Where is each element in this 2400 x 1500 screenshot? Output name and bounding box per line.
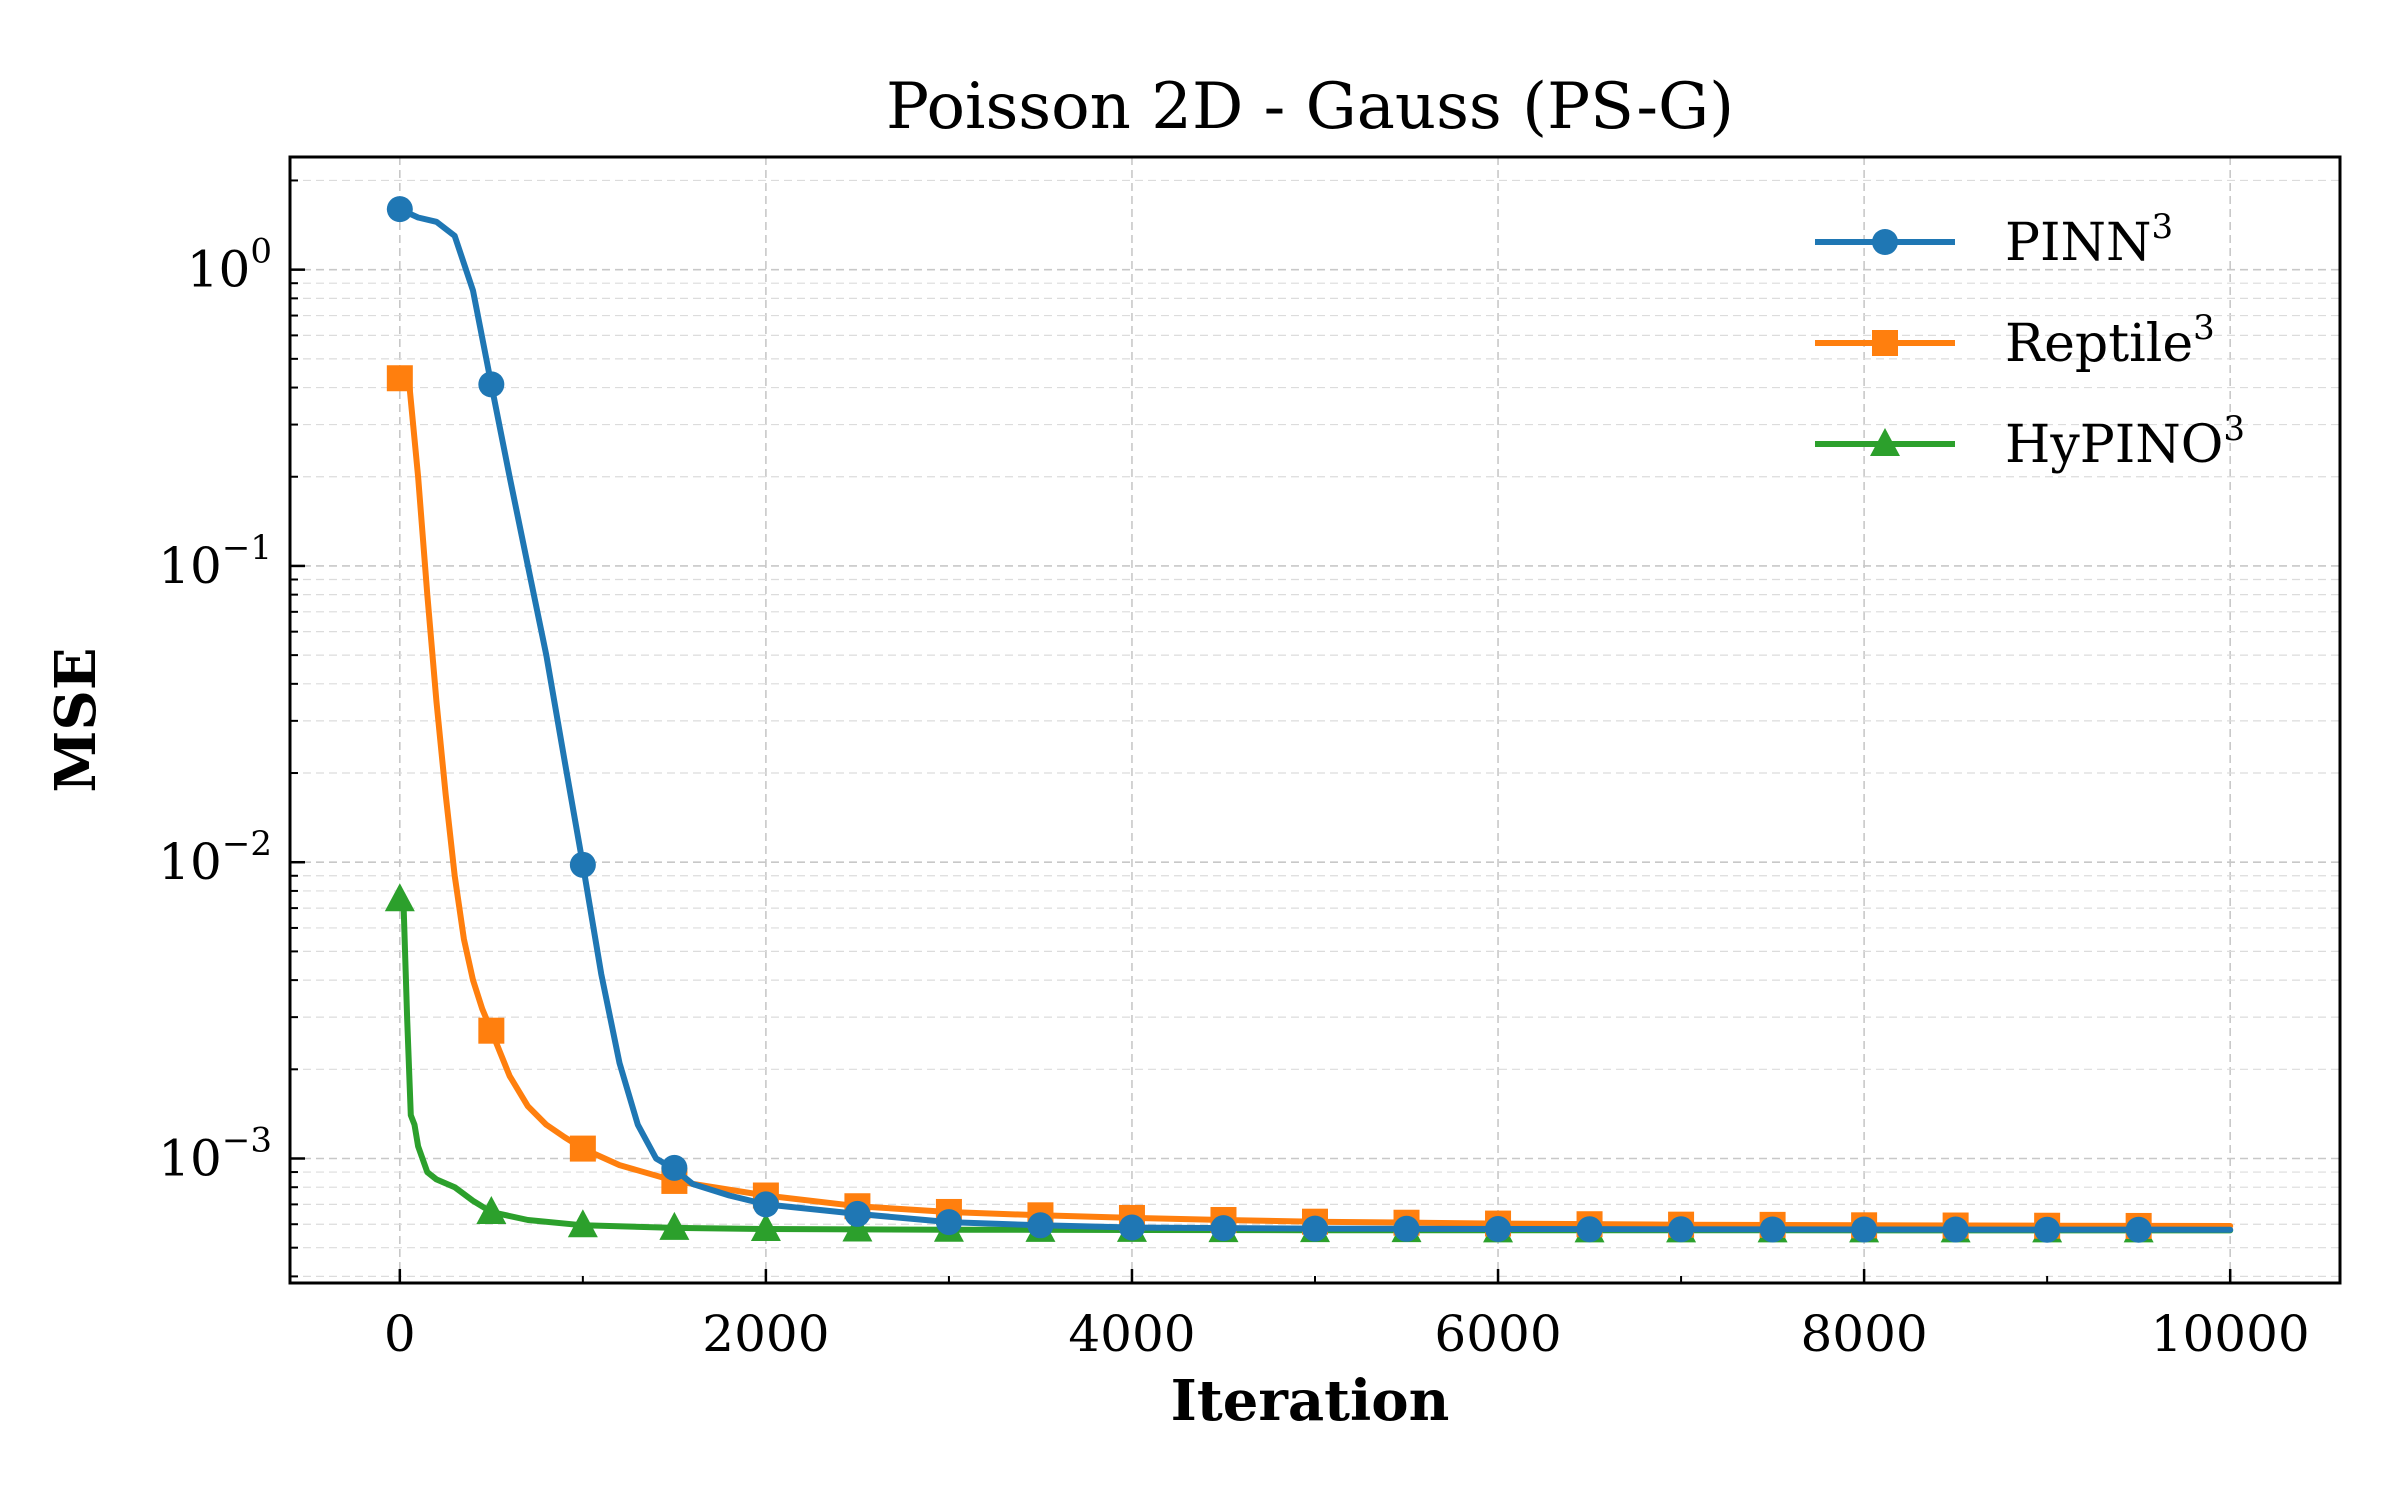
data-point-pinn — [1210, 1215, 1237, 1242]
legend-entry-pinn: PINN3 — [1815, 207, 2173, 273]
legend-label-reptile: Reptile3 — [2005, 308, 2215, 374]
legend-label-pinn: PINN3 — [2005, 207, 2173, 273]
grid — [290, 157, 2340, 1283]
data-point-hypino — [750, 1213, 781, 1242]
series-pinn — [386, 196, 2234, 1243]
legend: PINN3 Reptile3 HyPINO3 — [1815, 207, 2245, 475]
y-tick-label: 10−1 — [158, 528, 272, 595]
data-point-reptile — [386, 365, 413, 392]
data-point-pinn — [844, 1200, 871, 1227]
x-tick-label: 10000 — [2151, 1305, 2310, 1363]
series-line-pinn — [396, 206, 2234, 1233]
chart-title: Poisson 2D - Gauss (PS-G) — [886, 70, 1734, 144]
data-point-pinn — [569, 851, 596, 878]
data-point-pinn — [2034, 1216, 2061, 1243]
x-tick-label: 0 — [384, 1305, 416, 1363]
legend-entry-reptile: Reptile3 — [1815, 308, 2215, 374]
legend-marker-hypino — [1870, 428, 1900, 456]
data-point-hypino — [567, 1209, 598, 1238]
data-point-reptile — [569, 1135, 596, 1162]
data-point-hypino — [659, 1211, 690, 1240]
data-point-pinn — [386, 196, 413, 223]
data-point-pinn — [478, 371, 505, 398]
data-point-pinn — [1027, 1212, 1054, 1239]
legend-entry-hypino: HyPINO3 — [1815, 409, 2245, 475]
x-axis-label: Iteration — [1171, 1368, 1450, 1434]
data-point-pinn — [1942, 1216, 1969, 1243]
legend-marker-pinn — [1872, 229, 1898, 255]
series-line-hypino — [396, 896, 2234, 1234]
data-point-hypino — [476, 1195, 507, 1224]
data-point-pinn — [2125, 1216, 2152, 1243]
x-tick-label: 6000 — [1434, 1305, 1561, 1363]
data-point-pinn — [1851, 1216, 1878, 1243]
series-group — [384, 196, 2234, 1243]
x-tick-label: 4000 — [1068, 1305, 1195, 1363]
axis-ticks: 0 2000 4000 6000 8000 10000 100 10−1 10−2 10−3 — [158, 179, 2310, 1363]
data-point-pinn — [1302, 1215, 1328, 1242]
data-point-pinn — [1393, 1215, 1420, 1242]
x-tick-label: 8000 — [1800, 1305, 1927, 1363]
data-point-pinn — [661, 1154, 688, 1181]
y-tick-label: 10−2 — [158, 824, 272, 891]
legend-label-hypino: HyPINO3 — [2005, 409, 2245, 475]
data-point-hypino — [842, 1213, 873, 1242]
legend-marker-reptile — [1872, 330, 1898, 356]
data-point-pinn — [1485, 1216, 1512, 1243]
data-point-hypino — [384, 883, 415, 912]
data-point-pinn — [1759, 1216, 1786, 1243]
data-point-pinn — [935, 1209, 962, 1236]
data-point-pinn — [1576, 1216, 1603, 1243]
data-point-pinn — [1668, 1216, 1695, 1243]
x-tick-label: 2000 — [702, 1305, 829, 1363]
data-point-reptile — [478, 1017, 505, 1044]
y-axis-label: MSE — [43, 647, 109, 792]
y-tick-label: 10−3 — [158, 1120, 272, 1187]
data-point-pinn — [1118, 1214, 1145, 1241]
y-tick-label: 100 — [187, 232, 272, 299]
data-point-pinn — [752, 1191, 779, 1218]
